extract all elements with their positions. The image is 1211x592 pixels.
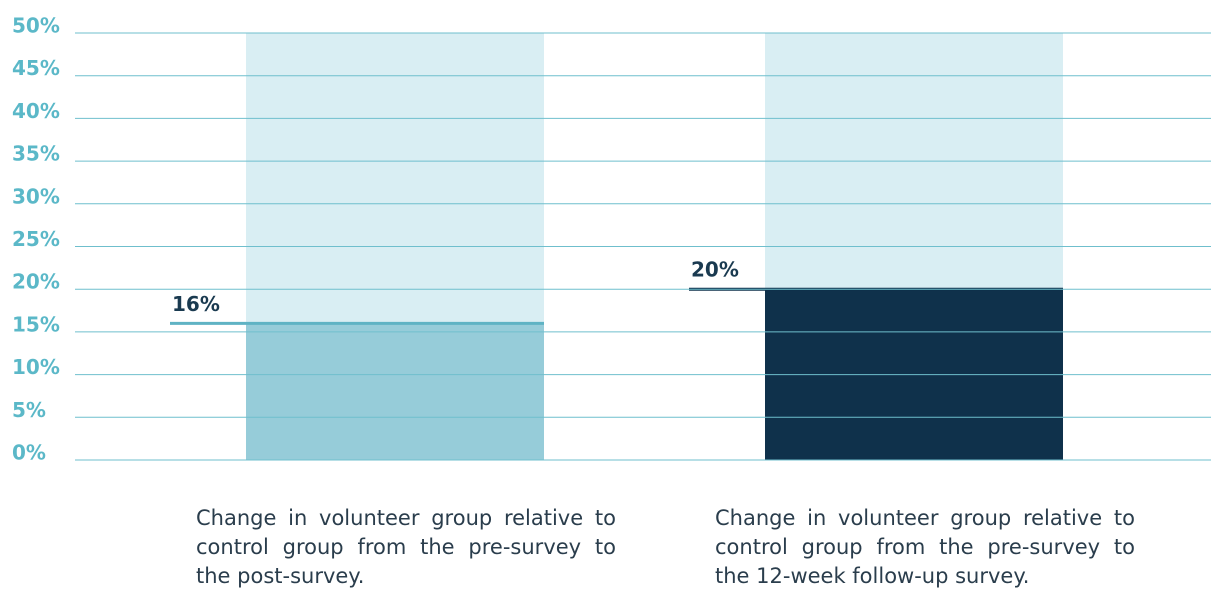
bar [246, 323, 544, 460]
y-tick-label: 25% [12, 227, 60, 251]
y-tick-label: 45% [12, 56, 60, 80]
value-label: 20% [691, 258, 739, 282]
y-tick-label: 50% [12, 14, 60, 38]
y-tick-label: 20% [12, 270, 60, 294]
y-tick-label: 5% [12, 398, 46, 422]
value-label: 16% [172, 292, 220, 316]
category-label: Change in volunteer group relative to co… [196, 506, 616, 588]
y-tick-label: 15% [12, 312, 60, 336]
y-tick-label: 0% [12, 441, 46, 465]
category-label: Change in volunteer group relative to co… [715, 506, 1135, 588]
y-tick-label: 10% [12, 355, 60, 379]
y-tick-label: 35% [12, 142, 60, 166]
y-tick-label: 30% [12, 184, 60, 208]
y-tick-label: 40% [12, 99, 60, 123]
